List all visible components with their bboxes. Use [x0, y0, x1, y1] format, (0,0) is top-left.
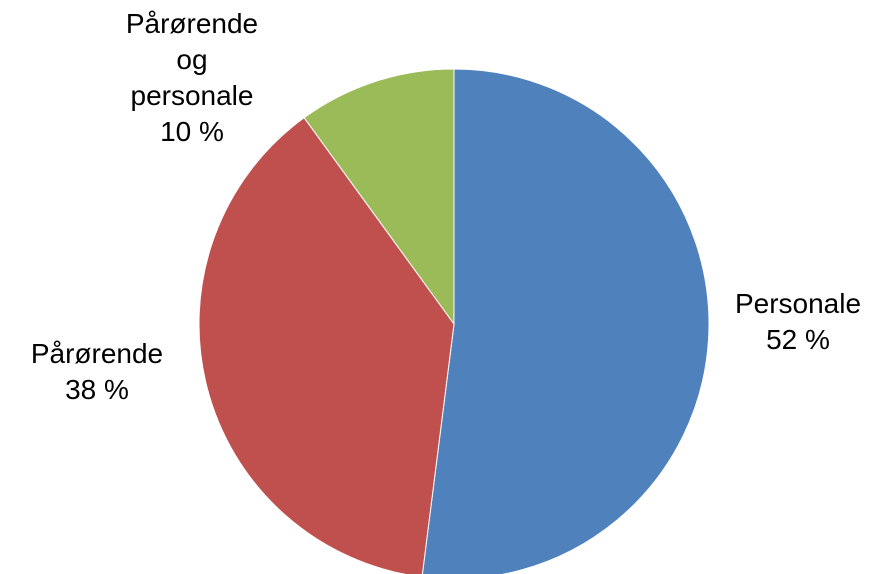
label-parorende-og-personale: Pårørende og personale 10 % [100, 6, 284, 150]
pie-slice-parorende-og-personale [303, 68, 455, 326]
label-personale-value: 52 % [766, 324, 830, 355]
pie-slice-personale [421, 68, 710, 574]
label-pop-line2: og [176, 44, 208, 75]
label-parorende-name: Pårørende [30, 338, 164, 369]
label-pop-line1: Pårørende [125, 8, 259, 39]
label-personale: Personale 52 % [718, 286, 878, 358]
label-pop-line3: personale [130, 80, 254, 111]
label-personale-name: Personale [734, 288, 862, 319]
label-parorende: Pårørende 38 % [8, 336, 186, 408]
label-pop-value: 10 % [160, 116, 224, 147]
label-parorende-value: 38 % [65, 374, 129, 405]
pie-slice-parorende [198, 117, 455, 574]
